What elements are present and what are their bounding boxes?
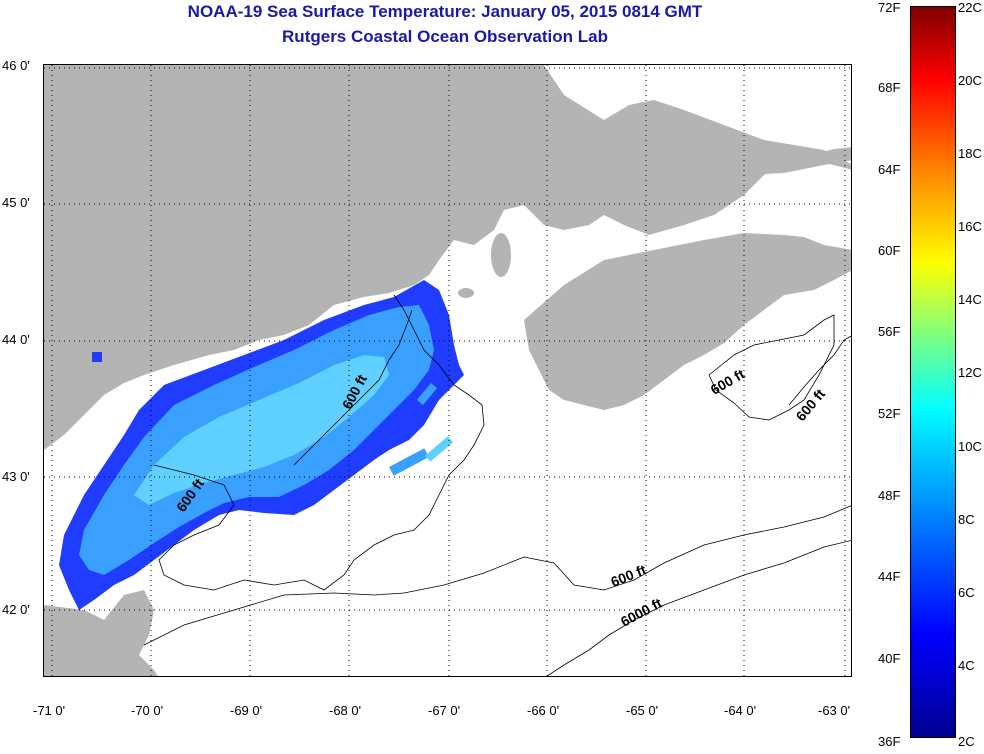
- lon-label: -70 0': [131, 703, 164, 718]
- temperature-colorbar: [910, 6, 956, 738]
- lon-label: -65 0': [626, 703, 659, 718]
- colorbar-c-label: 14C: [958, 292, 982, 307]
- sst-map: 600 ft 600 ft 600 ft 600 ft 600 ft 6000 …: [43, 64, 852, 677]
- lon-label: -69 0': [230, 703, 263, 718]
- colorbar-c-label: 10C: [958, 439, 982, 454]
- sst-patch-warm: [134, 355, 389, 505]
- grid-lines: [44, 65, 851, 676]
- contour-600ft-south: [143, 505, 851, 646]
- lon-label: -64 0': [724, 703, 757, 718]
- lat-label: 46 0': [2, 58, 30, 73]
- colorbar-f-label: 36F: [878, 734, 901, 749]
- lat-label: 45 0': [2, 195, 30, 210]
- colorbar-c-label: 8C: [958, 512, 975, 527]
- colorbar-c-label: 22C: [958, 0, 982, 15]
- colorbar-c-label: 12C: [958, 365, 982, 380]
- colorbar-c-label: 6C: [958, 585, 975, 600]
- colorbar-c-label: 4C: [958, 658, 975, 673]
- contour-600ft-gulf: [293, 309, 413, 466]
- colorbar-f-label: 68F: [878, 80, 901, 95]
- colorbar-f-label: 60F: [878, 243, 901, 258]
- lat-label: 44 0': [2, 332, 30, 347]
- island-land: [491, 233, 511, 277]
- map-subtitle: Rutgers Coastal Ocean Observation Lab: [282, 27, 608, 46]
- contour-600ft-east: [708, 314, 835, 421]
- contour-6000ft: [546, 540, 851, 676]
- colorbar-f-label: 64F: [878, 162, 901, 177]
- pei-land: [654, 137, 851, 175]
- contour-600ft-far-east: [788, 335, 851, 406]
- sst-blob: [388, 448, 430, 476]
- mainland-land: [44, 65, 851, 450]
- colorbar-f-label: 56F: [878, 324, 901, 339]
- lat-label: 42 0': [2, 602, 30, 617]
- contour-600ft-west: [153, 294, 485, 591]
- map-canvas: 600 ft 600 ft 600 ft 600 ft 600 ft 6000 …: [44, 65, 851, 676]
- colorbar-f-label: 44F: [878, 569, 901, 584]
- cape-cod-land: [44, 590, 158, 676]
- sst-blob: [92, 352, 102, 362]
- map-title: NOAA-19 Sea Surface Temperature: January…: [187, 2, 703, 21]
- lon-label: -71 0': [33, 703, 66, 718]
- colorbar-f-label: 52F: [878, 406, 901, 421]
- sst-blob: [424, 436, 454, 462]
- island-land: [458, 288, 474, 298]
- colorbar-f-label: 48F: [878, 488, 901, 503]
- lon-label: -68 0': [329, 703, 362, 718]
- colorbar-c-label: 20C: [958, 73, 982, 88]
- colorbar-c-label: 16C: [958, 219, 982, 234]
- sst-blob: [416, 383, 438, 405]
- depth-contours: [143, 294, 851, 676]
- colorbar-f-label: 40F: [878, 651, 901, 666]
- colorbar-c-label: 18C: [958, 146, 982, 161]
- colorbar-f-label: 72F: [878, 0, 901, 15]
- nova-scotia-land: [524, 233, 851, 410]
- colorbar-c-label: 2C: [958, 734, 975, 749]
- lat-label: 43 0': [2, 469, 30, 484]
- lon-label: -63 0': [818, 703, 851, 718]
- lon-label: -67 0': [428, 703, 461, 718]
- lon-label: -66 0': [527, 703, 560, 718]
